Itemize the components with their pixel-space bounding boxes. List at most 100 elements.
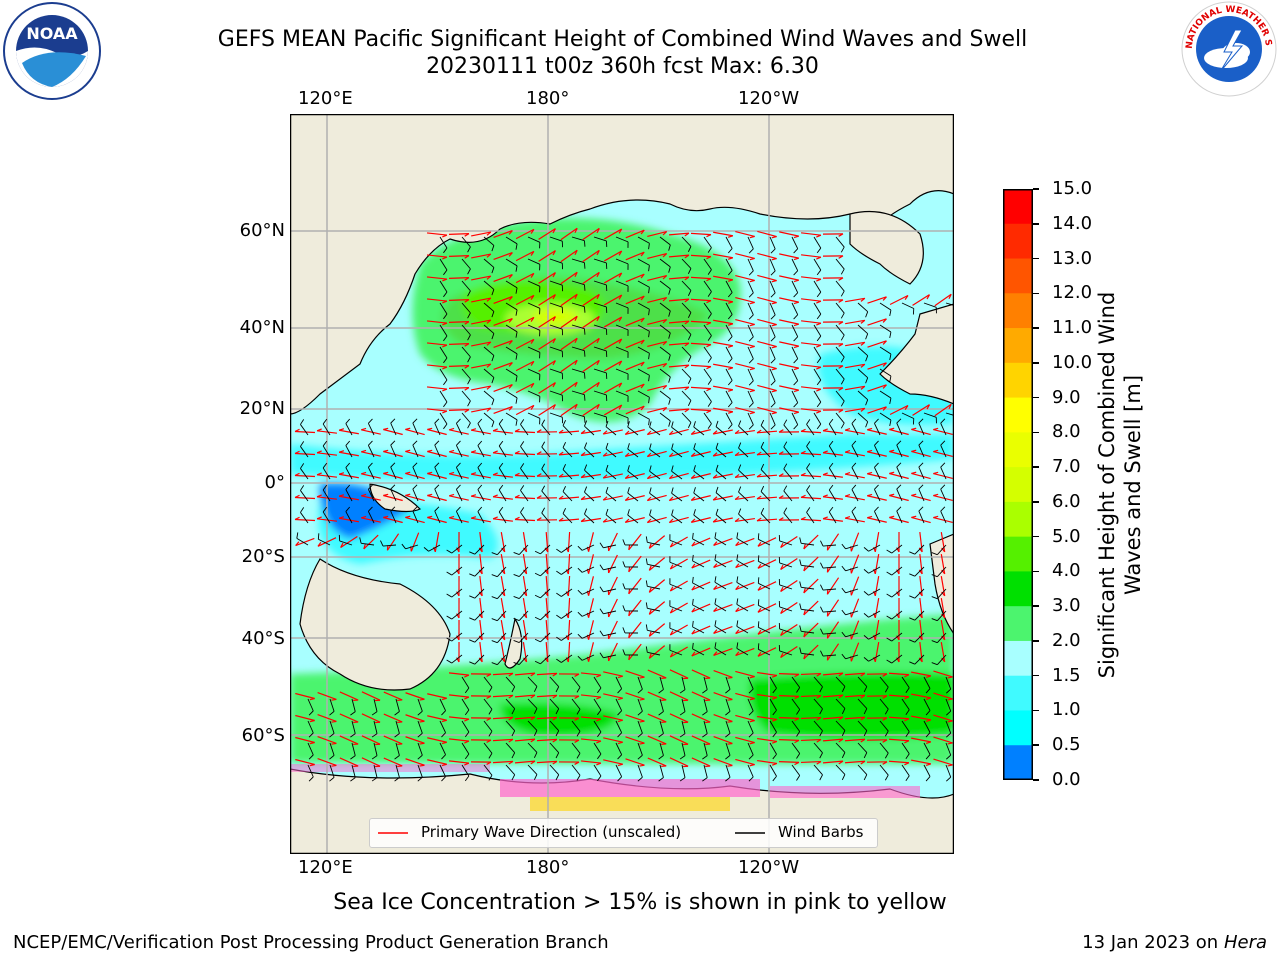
wave-direction-arrowhead — [536, 451, 542, 455]
wave-direction-arrow — [669, 691, 689, 701]
wave-direction-arrow — [735, 647, 755, 657]
wave-direction-arrowhead — [294, 494, 300, 499]
wave-direction-arrowhead — [838, 672, 844, 677]
colorbar-tick-mark — [1033, 709, 1039, 712]
wind-barb — [835, 346, 845, 358]
wave-direction-arrow — [426, 408, 448, 412]
wave-direction-arrowhead — [294, 428, 300, 433]
wave-direction-arrow — [492, 738, 514, 742]
wave-direction-arrow — [625, 339, 645, 349]
wave-direction-arrowhead — [338, 472, 345, 475]
wind-barb — [851, 467, 859, 480]
wave-direction-arrowhead — [803, 609, 806, 616]
wind-barb — [451, 632, 463, 642]
wind-barb — [703, 280, 712, 292]
colorbar-segment — [1003, 675, 1033, 711]
wind-barb-flag — [498, 506, 504, 513]
wind-barb-flag — [446, 571, 453, 576]
wind-barb — [505, 698, 516, 709]
wave-direction-arrowhead — [530, 383, 535, 388]
wave-direction-arrowhead — [662, 297, 668, 302]
wave-direction-arrow — [670, 646, 688, 658]
wave-direction-arrowhead — [933, 493, 939, 497]
wind-barb — [417, 764, 423, 778]
wave-direction-arrow — [316, 518, 338, 522]
wave-direction-arrow — [493, 430, 513, 434]
wave-direction-arrow — [669, 450, 689, 458]
wind-barb-flag — [668, 354, 671, 361]
wave-direction-arrowhead — [889, 471, 895, 475]
wave-direction-arrowhead — [727, 742, 733, 745]
wind-barb-flag — [658, 755, 664, 760]
wind-barb-flag — [491, 399, 495, 406]
wind-barb-flag — [627, 421, 630, 428]
wave-direction-arrow — [911, 516, 931, 524]
wave-direction-arrow — [383, 691, 403, 701]
wave-direction-arrowhead — [486, 319, 492, 324]
wave-direction-arrow — [669, 472, 689, 480]
wind-barb-flag — [577, 567, 583, 573]
wave-direction-arrow — [628, 643, 642, 661]
wind-barb — [540, 632, 551, 643]
wind-barb-flag — [513, 639, 520, 644]
wind-barb-flag — [296, 532, 299, 539]
wind-barb — [857, 742, 868, 753]
wind-barb — [791, 236, 799, 249]
wind-barb — [779, 606, 793, 612]
wind-barb-flag — [541, 419, 546, 426]
wind-barb-flag — [322, 418, 328, 425]
wind-barb — [307, 764, 314, 778]
wave-direction-arrow — [492, 672, 514, 676]
wave-direction-arrowhead — [844, 450, 851, 453]
new-zealand — [504, 617, 523, 669]
wind-barb — [627, 470, 639, 480]
wind-barb — [857, 412, 868, 422]
wave-direction-arrow — [919, 575, 923, 597]
wind-barb-flag — [806, 419, 811, 425]
wind-barb — [296, 537, 309, 546]
wind-barb — [395, 698, 400, 712]
wave-direction-arrowhead — [706, 322, 712, 326]
wave-direction-arrowhead — [816, 673, 822, 677]
wind-barb-flag — [576, 752, 581, 759]
wind-barb — [549, 368, 563, 374]
wave-direction-arrowhead — [464, 696, 470, 700]
wave-direction-arrow — [500, 642, 506, 662]
wind-barb — [461, 236, 471, 248]
wind-barb-flag — [865, 333, 869, 340]
wave-direction-arrow — [479, 641, 483, 663]
wave-direction-arrow — [735, 670, 755, 678]
wind-barb-flag — [946, 776, 952, 782]
wind-barb-flag — [668, 398, 671, 405]
wave-direction-arrowhead — [640, 339, 645, 345]
wind-barb — [945, 302, 954, 306]
wind-barb-flag — [617, 754, 622, 760]
wind-barb-flag — [371, 777, 378, 782]
wind-barb — [659, 742, 664, 756]
wind-barb — [615, 346, 629, 353]
wave-direction-arrow — [427, 759, 447, 765]
wave-direction-arrowhead — [602, 430, 608, 435]
wind-barb-flag — [793, 270, 799, 276]
wave-direction-arrowhead — [771, 279, 777, 283]
wave-direction-arrowhead — [757, 629, 762, 635]
wave-direction-arrow — [471, 231, 491, 237]
wave-direction-arrow — [735, 318, 755, 326]
wind-barb — [383, 544, 397, 547]
wave-direction-arrowhead — [492, 494, 498, 498]
wave-direction-arrow — [582, 249, 600, 263]
colorbar-tick-mark — [1033, 188, 1039, 190]
wave-direction-arrow — [850, 642, 860, 662]
wind-barb-flag — [799, 625, 802, 632]
wind-barb — [901, 720, 910, 733]
wind-barb — [879, 302, 892, 311]
wind-barb-flag — [599, 542, 604, 549]
wave-direction-arrow — [757, 230, 777, 238]
wind-barb-flag — [648, 331, 650, 338]
wave-direction-arrowhead — [530, 361, 535, 366]
wind-barb — [637, 698, 643, 712]
wind-barb — [451, 566, 463, 576]
wave-direction-arrow — [669, 669, 689, 679]
wind-barb-flag — [308, 710, 314, 716]
wind-barb-flag — [692, 576, 694, 583]
